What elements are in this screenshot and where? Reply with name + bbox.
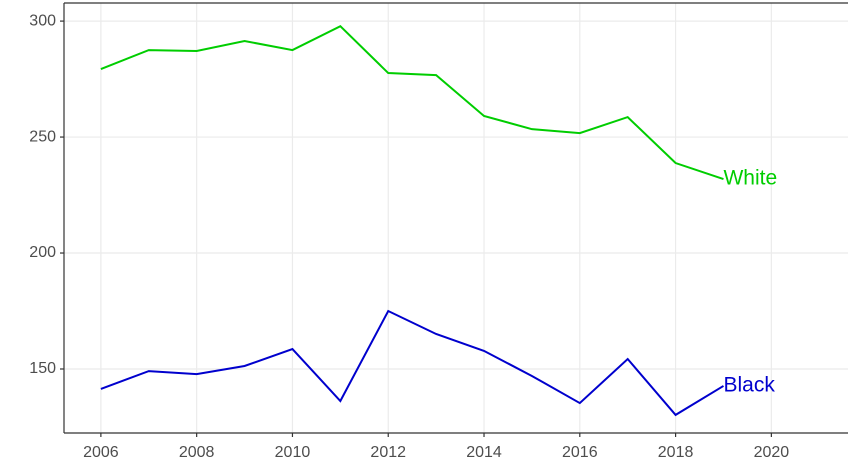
- series-line: [100, 309, 724, 417]
- series-label: White: [723, 167, 777, 190]
- y-tick-label: 150: [29, 360, 56, 377]
- y-tick-label: 300: [29, 12, 56, 29]
- y-tick-label: 250: [29, 128, 56, 145]
- x-tick-label: 2006: [83, 444, 119, 461]
- y-tick-label: 200: [29, 244, 56, 261]
- series-line: [100, 24, 724, 180]
- x-tick-label: 2008: [179, 444, 215, 461]
- x-tick-label: 2018: [658, 444, 694, 461]
- x-tick-label: 2010: [275, 444, 311, 461]
- x-tick-label: 2016: [562, 444, 598, 461]
- x-tick-label: 2014: [466, 444, 502, 461]
- x-tick-label: 2012: [370, 444, 406, 461]
- series-label: Black: [723, 373, 775, 396]
- x-tick-label: 2020: [754, 444, 790, 461]
